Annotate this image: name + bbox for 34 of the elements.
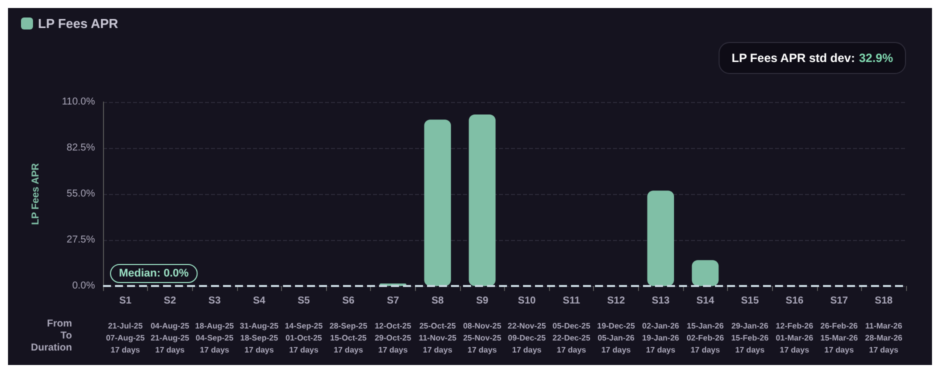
category-label: S13 02-Jan-26 19-Jan-26 17 days bbox=[642, 296, 680, 354]
y-axis-title: LP Fees APR bbox=[30, 162, 42, 225]
category-label: S8 25-Oct-25 11-Nov-25 17 days bbox=[418, 296, 456, 354]
text: From bbox=[47, 318, 72, 330]
text: LP Fees APR std dev: 32.9% bbox=[732, 51, 894, 65]
bar bbox=[647, 190, 674, 286]
category-label: S12 19-Dec-25 05-Jan-26 17 days bbox=[597, 296, 635, 354]
category-label: S10 22-Nov-25 09-Dec-25 17 days bbox=[508, 296, 546, 354]
bar bbox=[424, 120, 451, 286]
legend-label: LP Fees APR bbox=[38, 16, 119, 31]
y-tick-label: 110.0% bbox=[62, 96, 96, 108]
category-label: S6 28-Sep-25 15-Oct-25 17 days bbox=[329, 296, 368, 354]
category-label: S2 04-Aug-25 21-Aug-25 17 days bbox=[150, 296, 190, 354]
category-label: S7 12-Oct-25 29-Oct-25 17 days bbox=[374, 296, 412, 354]
category-label: S5 14-Sep-25 01-Oct-25 17 days bbox=[284, 296, 323, 354]
category-label: S3 18-Aug-25 04-Sep-25 17 days bbox=[195, 296, 234, 354]
text: Duration bbox=[30, 342, 72, 354]
category-label: S14 15-Jan-26 02-Feb-26 17 days bbox=[686, 296, 724, 354]
y-tick-label: 55.0% bbox=[66, 188, 96, 200]
y-tick-label: 0.0% bbox=[72, 280, 96, 292]
category-label: S11 05-Dec-25 22-Dec-25 17 days bbox=[552, 296, 590, 354]
y-tick-label: 82.5% bbox=[66, 142, 96, 154]
category-label: S1 21-Jul-25 07-Aug-25 17 days bbox=[106, 296, 145, 354]
category-label: S16 12-Feb-26 01-Mar-26 17 days bbox=[776, 296, 814, 354]
category-label: S17 26-Feb-26 15-Mar-26 17 days bbox=[820, 296, 858, 354]
ref-line-label: Median: 0.0% bbox=[119, 268, 189, 280]
text: To bbox=[60, 330, 72, 342]
category-label: S15 29-Jan-26 15-Feb-26 17 days bbox=[731, 296, 769, 354]
bar bbox=[468, 114, 496, 286]
category-label: S9 08-Nov-25 25-Nov-25 17 days bbox=[463, 296, 502, 354]
category-label: S18 11-Mar-26 28-Mar-26 17 days bbox=[865, 296, 902, 354]
category-label: S4 31-Aug-25 18-Sep-25 17 days bbox=[240, 296, 278, 354]
bar bbox=[692, 260, 719, 286]
y-tick-label: 27.5% bbox=[66, 234, 96, 246]
